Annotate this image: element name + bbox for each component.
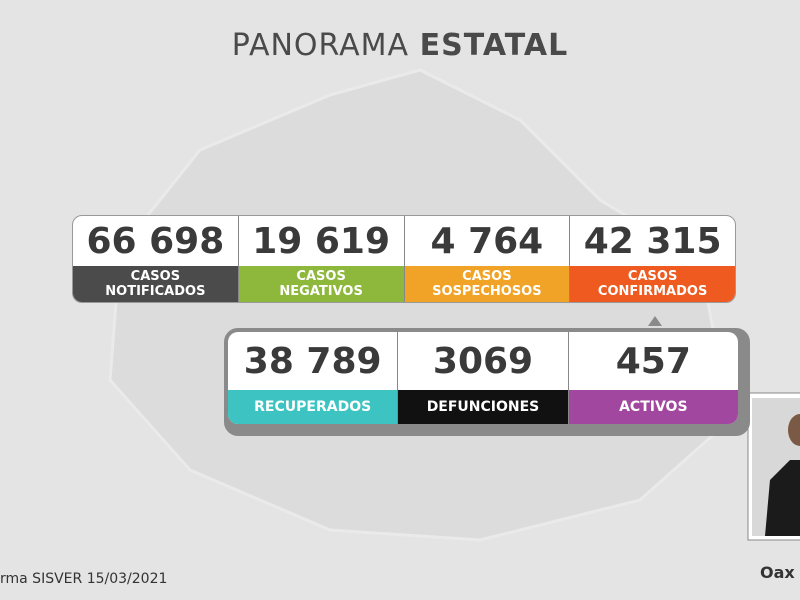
label-line: RECUPERADOS <box>254 398 372 415</box>
stat-card: 42 315 CASOS CONFIRMADOS <box>570 216 735 302</box>
bottom-frame: 38 789 RECUPERADOS 3069 DEFUNCIONES 457 ACTIV… <box>224 328 750 436</box>
stat-card: 66 698 CASOS NOTIFICADOS <box>73 216 239 302</box>
stat-number: 3069 <box>432 340 534 382</box>
bottom-stats: 38 789 RECUPERADOS 3069 DEFUNCIONES 457 ACTIV… <box>228 332 738 424</box>
stat-label: DEFUNCIONES <box>398 390 568 424</box>
label-line: NEGATIVOS <box>279 284 363 299</box>
stat-card: 3069 DEFUNCIONES <box>398 332 569 424</box>
stat-number: 66 698 <box>86 220 225 262</box>
footer: rma SISVER 15/03/2021 <box>0 571 167 587</box>
stat-card: 38 789 RECUPERADOS <box>228 332 399 424</box>
label-line: ACTIVOS <box>619 398 688 415</box>
label-line: CASOS <box>130 269 181 284</box>
stat-label: CASOS CONFIRMADOS <box>570 266 735 302</box>
logo: Oax <box>760 563 795 582</box>
label-line: SOSPECHOSOS <box>432 284 542 299</box>
stat-number: 38 789 <box>243 340 382 382</box>
stat-label: CASOS SOSPECHOSOS <box>404 266 570 302</box>
stat-number: 457 <box>615 340 691 382</box>
label-line: CONFIRMADOS <box>597 284 708 299</box>
stat-card: 4 764 CASOS SOSPECHOSOS <box>404 216 571 302</box>
stat-card: 19 619 CASOS NEGATIVOS <box>238 216 405 302</box>
stat-label: RECUPERADOS <box>228 390 398 424</box>
label-line: DEFUNCIONES <box>426 398 540 415</box>
stat-label: ACTIVOS <box>568 390 738 424</box>
stat-number: 42 315 <box>583 220 722 262</box>
label-line: NOTIFICADOS <box>105 284 206 299</box>
source: rma SISVER <box>0 571 83 587</box>
stat-label: CASOS NEGATIVOS <box>238 266 404 302</box>
label-line: CASOS <box>627 269 678 284</box>
top-stats: 66 698 CASOS NOTIFICADOS 19 619 CASOS NEGATIV… <box>72 215 736 303</box>
stat-card: 457 ACTIVOS <box>568 332 738 424</box>
stat-number: 19 619 <box>252 220 391 262</box>
title: PANORAMA ESTATAL <box>0 28 800 63</box>
date: 15/03/2021 <box>86 571 168 587</box>
label-line: CASOS <box>462 269 512 284</box>
stat-label: CASOS NOTIFICADOS <box>73 266 238 302</box>
title-light: PANORAMA <box>231 28 410 63</box>
label-line: CASOS <box>296 269 346 284</box>
stat-number: 4 764 <box>430 220 544 262</box>
title-bold: ESTATAL <box>419 28 569 63</box>
